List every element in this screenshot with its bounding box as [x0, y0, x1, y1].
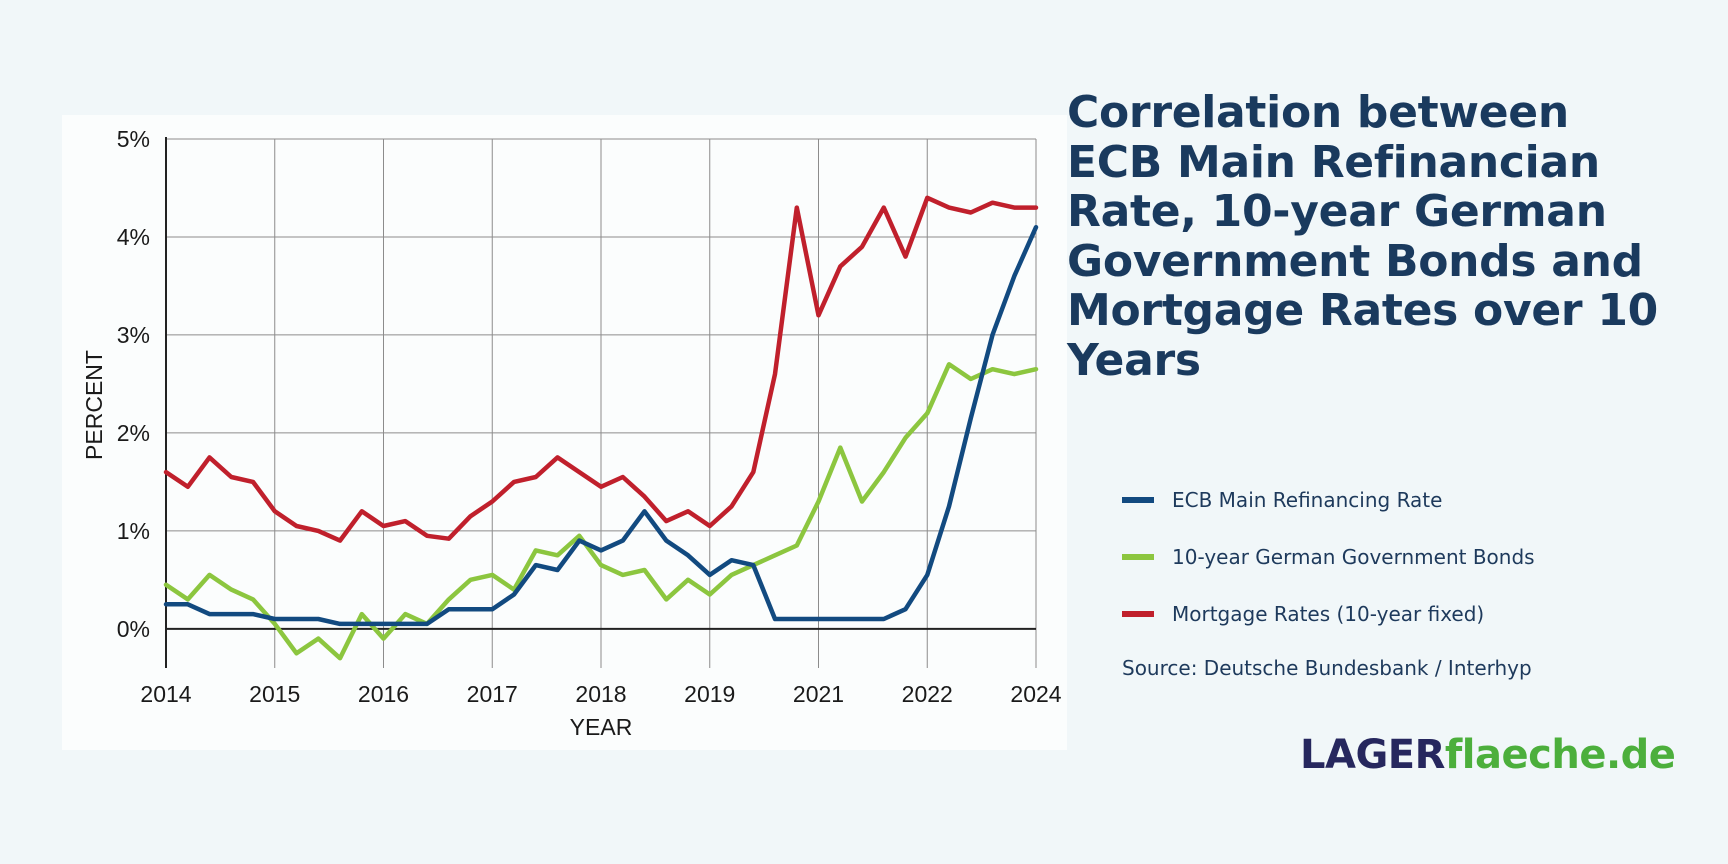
legend-label-ecb: ECB Main Refinancing Rate — [1172, 488, 1443, 512]
y-tick-label: 3% — [117, 322, 150, 348]
chart-panel: 0% 1% 2% 3% 4% 5% 2014 2015 2016 2017 2018 2019 2021… — [62, 115, 1067, 750]
x-tick-label: 2022 — [902, 681, 953, 707]
legend-label-bonds: 10-year German Government Bonds — [1172, 545, 1535, 569]
x-tick-label: 2019 — [684, 681, 735, 707]
x-tick-label: 2014 — [140, 681, 191, 707]
series-line-ecb — [163, 224, 1039, 627]
x-tick-label: 2016 — [358, 681, 409, 707]
y-axis-title: PERCENT — [81, 350, 107, 460]
series-line-mortgage — [163, 195, 1039, 543]
legend-item-bonds: 10-year German Government Bonds — [1122, 542, 1535, 572]
brand-logo-part1: LAGER — [1300, 732, 1445, 778]
y-tick-label: 2% — [117, 420, 150, 446]
y-tick-label: 0% — [117, 616, 150, 642]
y-tick-label: 5% — [117, 126, 150, 152]
source-note: Source: Deutsche Bundesbank / Interhyp — [1122, 656, 1532, 680]
chart-title: Correlation between ECB Main Refinancian… — [1067, 87, 1658, 386]
legend-swatch-bonds — [1122, 554, 1154, 560]
legend-label-mortgage: Mortgage Rates (10-year fixed) — [1172, 602, 1485, 626]
line-chart: 0% 1% 2% 3% 4% 5% 2014 2015 2016 2017 2018 2019 2021… — [81, 126, 1062, 740]
x-tick-label: 2024 — [1010, 681, 1061, 707]
x-axis-title: YEAR — [570, 714, 633, 740]
legend-swatch-mortgage — [1122, 611, 1154, 617]
y-tick-label: 1% — [117, 518, 150, 544]
x-tick-label: 2021 — [793, 681, 844, 707]
series-line-bonds — [163, 362, 1039, 661]
legend-item-ecb: ECB Main Refinancing Rate — [1122, 485, 1442, 515]
x-tick-label: 2018 — [575, 681, 626, 707]
y-tick-label: 4% — [117, 224, 150, 250]
x-tick-label: 2015 — [249, 681, 300, 707]
x-tick-label: 2017 — [467, 681, 518, 707]
legend-swatch-ecb — [1122, 497, 1154, 503]
brand-logo[interactable]: LAGERflaeche.de — [1300, 732, 1676, 778]
legend-item-mortgage: Mortgage Rates (10-year fixed) — [1122, 599, 1484, 629]
brand-logo-part2: flaeche.de — [1444, 732, 1676, 778]
